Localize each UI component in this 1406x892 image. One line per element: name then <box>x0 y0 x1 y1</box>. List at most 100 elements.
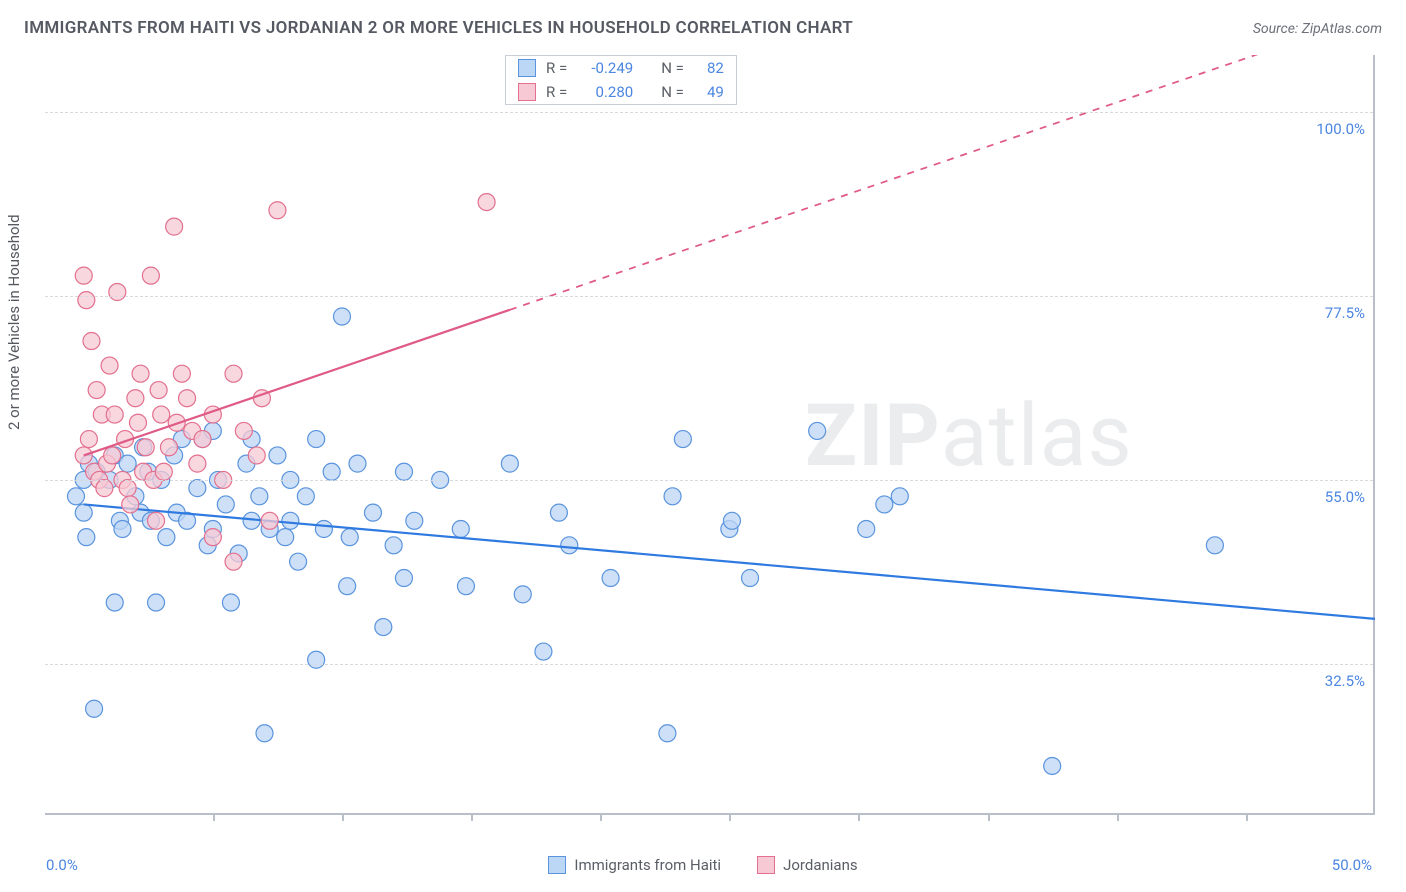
n-label: N = <box>661 83 684 101</box>
data-point <box>104 447 121 464</box>
data-point <box>315 520 332 537</box>
r-value: 0.280 <box>577 83 633 101</box>
r-value: -0.249 <box>577 59 633 77</box>
data-point <box>80 431 97 448</box>
legend-item: Jordanians <box>757 856 858 874</box>
data-point <box>269 202 286 219</box>
data-point <box>75 267 92 284</box>
data-point <box>395 570 412 587</box>
data-point <box>858 520 875 537</box>
data-point <box>173 365 190 382</box>
data-point <box>602 570 619 587</box>
data-point <box>323 463 340 480</box>
data-point <box>78 292 95 309</box>
data-point <box>75 504 92 521</box>
gridline <box>45 480 1373 481</box>
r-label: R = <box>546 59 567 77</box>
data-point <box>256 725 273 742</box>
legend-swatch <box>757 856 775 874</box>
data-point <box>341 529 358 546</box>
y-tick-label: 100.0% <box>1316 120 1365 138</box>
x-tick <box>1246 813 1248 821</box>
data-point <box>550 504 567 521</box>
data-point <box>385 537 402 554</box>
data-point <box>742 570 759 587</box>
source-credit: Source: ZipAtlas.com <box>1253 21 1382 37</box>
x-tick <box>342 813 344 821</box>
data-point <box>158 529 175 546</box>
data-point <box>269 447 286 464</box>
gridline <box>45 296 1373 297</box>
data-point <box>78 529 95 546</box>
data-point <box>129 414 146 431</box>
data-point <box>723 512 740 529</box>
legend-label: Jordanians <box>783 856 858 874</box>
data-point <box>106 594 123 611</box>
data-point <box>96 480 113 497</box>
data-point <box>501 455 518 472</box>
data-point <box>339 578 356 595</box>
data-point <box>261 512 278 529</box>
data-point <box>561 537 578 554</box>
data-point <box>222 594 239 611</box>
x-tick <box>988 813 990 821</box>
x-tick <box>729 813 731 821</box>
data-point <box>674 431 691 448</box>
data-point <box>194 431 211 448</box>
r-label: R = <box>546 83 567 101</box>
data-point <box>137 439 154 456</box>
data-point <box>290 553 307 570</box>
data-point <box>106 406 123 423</box>
data-point <box>277 529 294 546</box>
data-point <box>333 308 350 325</box>
data-point <box>119 480 136 497</box>
gridline <box>45 664 1373 665</box>
data-point <box>891 488 908 505</box>
data-point <box>150 382 167 399</box>
trend-line <box>84 310 510 456</box>
data-point <box>83 333 100 350</box>
correlation-legend: R =-0.249N =82R =0.280N =49 <box>505 55 737 105</box>
data-point <box>225 553 242 570</box>
data-point <box>155 463 172 480</box>
legend-swatch <box>518 59 536 77</box>
data-point <box>308 651 325 668</box>
data-point <box>876 496 893 513</box>
data-point <box>148 594 165 611</box>
data-point <box>225 365 242 382</box>
data-point <box>67 488 84 505</box>
data-point <box>452 520 469 537</box>
n-value: 82 <box>694 59 724 77</box>
data-point <box>101 357 118 374</box>
data-point <box>375 619 392 636</box>
correlation-row: R =0.280N =49 <box>506 80 736 104</box>
legend-label: Immigrants from Haiti <box>574 856 721 874</box>
data-point <box>297 488 314 505</box>
data-point <box>122 496 139 513</box>
data-point <box>478 194 495 211</box>
data-point <box>251 488 268 505</box>
y-axis-label: 2 or more Vehicles in Household <box>5 214 23 430</box>
data-point <box>282 512 299 529</box>
correlation-row: R =-0.249N =82 <box>506 56 736 80</box>
data-point <box>217 496 234 513</box>
y-tick-label: 55.0% <box>1325 488 1365 506</box>
series-legend: Immigrants from Haiti Jordanians <box>0 856 1406 874</box>
data-point <box>535 643 552 660</box>
data-point <box>1206 537 1223 554</box>
plot-area: ZIPatlas 32.5%55.0%77.5%100.0% <box>45 55 1375 815</box>
data-point <box>109 283 126 300</box>
data-point <box>132 365 149 382</box>
data-point <box>235 422 252 439</box>
data-point <box>179 390 196 407</box>
data-point <box>153 406 170 423</box>
legend-item: Immigrants from Haiti <box>548 856 721 874</box>
data-point <box>114 520 131 537</box>
legend-swatch <box>548 856 566 874</box>
x-tick <box>600 813 602 821</box>
data-point <box>86 700 103 717</box>
y-tick-label: 77.5% <box>1325 304 1365 322</box>
data-point <box>189 455 206 472</box>
data-point <box>204 529 221 546</box>
legend-swatch <box>518 83 536 101</box>
